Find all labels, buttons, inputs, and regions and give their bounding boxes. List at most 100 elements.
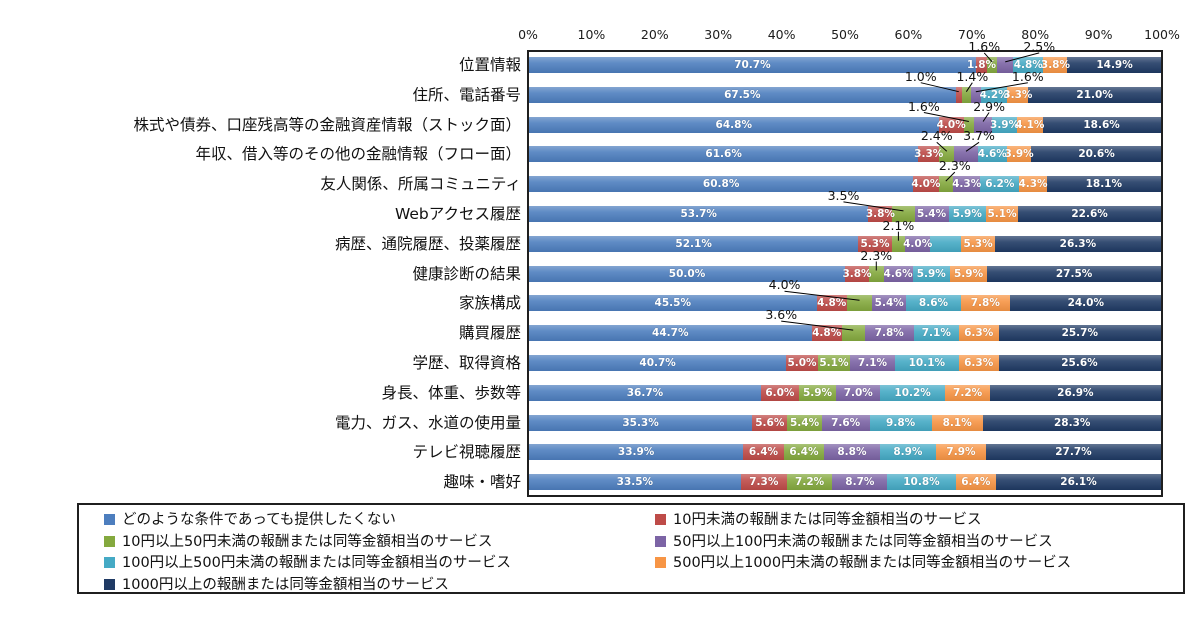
- bar-segment: [798, 384, 837, 401]
- bar-segment: [529, 116, 939, 133]
- legend-label: 50円以上100円未満の報酬または同等金額相当のサービス: [673, 533, 1053, 550]
- bar-segment: [963, 116, 974, 133]
- x-axis-tick-label: 70%: [957, 27, 986, 42]
- bar-value-label: 3.3%: [914, 148, 944, 161]
- bar-segment: [529, 354, 787, 371]
- bar-value-label: 8.1%: [942, 416, 972, 429]
- bar-segment: [880, 384, 945, 401]
- bar-segment: [913, 176, 939, 193]
- bar-segment: [996, 474, 1161, 491]
- bar-value-label: 5.4%: [874, 297, 904, 310]
- bar-segment: [955, 86, 962, 103]
- bar-value-label: 8.7%: [845, 476, 875, 489]
- bar-segment: [740, 474, 787, 491]
- category-label: 身長、体重、歩数等: [381, 383, 521, 402]
- bar-segment: [529, 474, 741, 491]
- bar-segment: [985, 444, 1161, 461]
- bar-value-label: 3.3%: [1003, 88, 1033, 101]
- bar-value-label: 8.6%: [918, 297, 949, 310]
- bar-value-label: 5.1%: [819, 356, 849, 369]
- bar-value-label: 10.1%: [908, 356, 946, 369]
- legend-item: 10円未満の報酬または同等金額相当のサービス: [655, 511, 981, 530]
- callout-value-label: 3.6%: [765, 307, 798, 323]
- x-axis-tick-label: 20%: [640, 27, 669, 42]
- bar-segment: [864, 325, 914, 342]
- bar-segment: [786, 474, 833, 491]
- bar-segment: [879, 444, 936, 461]
- bar-value-label: 33.5%: [616, 476, 654, 489]
- bar-segment: [931, 414, 983, 431]
- legend-swatch: [104, 535, 115, 547]
- bar-segment: [987, 56, 998, 73]
- bar-segment: [977, 146, 1007, 163]
- bar-value-label: 7.1%: [921, 327, 951, 340]
- bar-row: 33.5% 7.3% 7.2% 8.7% 10.8% 6.4% 26.1%: [529, 474, 1161, 491]
- x-axis-tick-label: 0%: [518, 27, 538, 42]
- bar-value-label: 7.2%: [953, 386, 983, 399]
- callout-value-label: 4.0%: [768, 277, 801, 293]
- bar-value-label: 5.4%: [917, 207, 947, 220]
- bar-segment: [913, 325, 959, 342]
- bar-value-label: 45.5%: [654, 297, 691, 310]
- bar-value-label: 3.8%: [842, 267, 872, 280]
- category-label: 健康診断の結果: [412, 264, 521, 283]
- bar-value-label: 6.0%: [765, 386, 795, 399]
- bar-value-label: 33.9%: [617, 446, 655, 459]
- bar-segment: [821, 414, 870, 431]
- bar-segment: [845, 265, 870, 282]
- bar-row: 67.5% 4.2% 3.3% 21.0%: [529, 86, 1161, 103]
- bar-value-label: 6.3%: [964, 356, 994, 369]
- bar-segment: [914, 205, 949, 222]
- x-axis-tick-label: 30%: [704, 27, 733, 42]
- legend-swatch: [655, 557, 666, 568]
- category-label: Webアクセス履歴: [394, 204, 521, 223]
- bar-value-label: 4.0%: [911, 178, 941, 191]
- bar-value-label: 7.8%: [970, 297, 1000, 310]
- bar-value-label: 67.5%: [724, 88, 761, 101]
- bar-value-label: 6.3%: [964, 327, 994, 340]
- bar-row: 53.7% 3.8% 5.4% 5.9% 5.1% 22.6%: [529, 205, 1161, 222]
- bar-segment: [906, 295, 961, 312]
- bar-segment: [948, 205, 986, 222]
- bar-row: 52.1% 5.3% 4.0% 5.3% 26.3%: [529, 235, 1161, 252]
- bar-segment: [883, 265, 913, 282]
- bar-value-label: 4.3%: [1018, 178, 1048, 191]
- bar-value-label: 4.6%: [977, 148, 1007, 161]
- bar-value-label: 3.8%: [1040, 58, 1071, 71]
- bar-value-label: 8.8%: [837, 446, 867, 459]
- bar-segment: [961, 235, 995, 252]
- bar-segment: [958, 354, 999, 371]
- bar-value-label: 26.3%: [1059, 237, 1097, 250]
- bar-segment: [1028, 86, 1161, 103]
- bar-value-label: 52.1%: [675, 237, 712, 250]
- bar-segment: [912, 265, 950, 282]
- bar-segment: [1042, 116, 1161, 133]
- bar-value-label: 50.0%: [668, 267, 706, 280]
- bar-segment: [836, 384, 881, 401]
- bar-segment: [1043, 56, 1068, 73]
- bar-segment: [846, 295, 873, 312]
- bar-value-label: 4.3%: [952, 178, 982, 191]
- bar-value-label: 5.9%: [916, 267, 946, 280]
- bar-value-label: 5.0%: [787, 356, 817, 369]
- bar-segment: [1016, 116, 1043, 133]
- category-label: 住所、電話番号: [412, 85, 521, 104]
- bar-segment: [529, 414, 753, 431]
- bar-value-label: 44.7%: [652, 327, 689, 340]
- bar-value-label: 18.1%: [1085, 178, 1123, 191]
- bar-segment: [1018, 205, 1161, 222]
- bar-value-label: 36.7%: [626, 386, 664, 399]
- callout-value-label: 2.1%: [882, 217, 915, 233]
- bar-value-label: 5.4%: [789, 416, 820, 429]
- bar-segment: [887, 474, 956, 491]
- bar-value-label: 6.4%: [748, 446, 779, 459]
- bar-value-label: 7.8%: [874, 327, 904, 340]
- bar-value-label: 4.8%: [812, 327, 842, 340]
- bar-segment: [529, 295, 817, 312]
- bar-segment: [891, 235, 906, 252]
- bar-value-label: 4.8%: [817, 297, 847, 310]
- legend-label: 1000円以上の報酬または同等金額相当のサービス: [122, 576, 449, 593]
- bar-value-label: 10.2%: [894, 386, 931, 399]
- bar-row: 35.3% 5.6% 5.4% 7.6% 9.8% 8.1% 28.3%: [529, 414, 1161, 431]
